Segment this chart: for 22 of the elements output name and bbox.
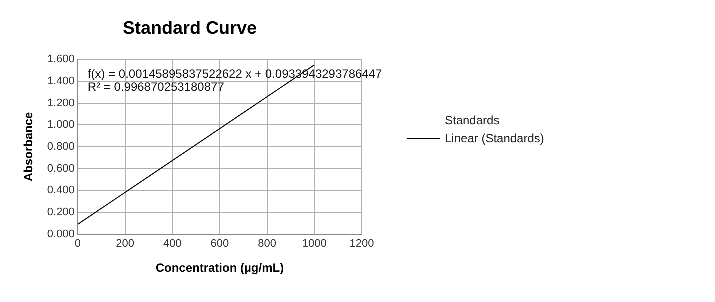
y-axis-title: Absorbance	[22, 112, 36, 182]
y-tick-label: 1.600	[47, 54, 75, 66]
x-tick-label: 0	[74, 238, 81, 250]
chart-title: Standard Curve	[122, 18, 258, 38]
y-tick-label: 0.400	[47, 184, 75, 197]
x-axis-title: Concentration (µg/mL)	[156, 261, 284, 276]
x-tick-label: 200	[116, 238, 134, 250]
y-tick-label: 1.400	[47, 75, 75, 88]
y-tick-label: 0.000	[47, 228, 75, 240]
y-tick-label: 0.600	[47, 162, 75, 175]
legend-label: Standards	[445, 113, 500, 128]
legend-label: Linear (Standards)	[445, 131, 544, 146]
y-tick-label: 1.000	[47, 119, 75, 132]
x-tick-label: 400	[163, 238, 182, 250]
x-tick-label: 1200	[350, 238, 374, 250]
y-tick-label: 0.200	[47, 206, 75, 219]
y-tick-label: 1.200	[47, 97, 75, 110]
x-tick-label: 1000	[302, 238, 327, 250]
annotation: R² = 0.996870253180877	[88, 80, 225, 94]
x-tick-label: 600	[210, 238, 230, 250]
y-tick-label: 0.800	[47, 141, 75, 154]
x-tick-label: 800	[258, 238, 276, 250]
